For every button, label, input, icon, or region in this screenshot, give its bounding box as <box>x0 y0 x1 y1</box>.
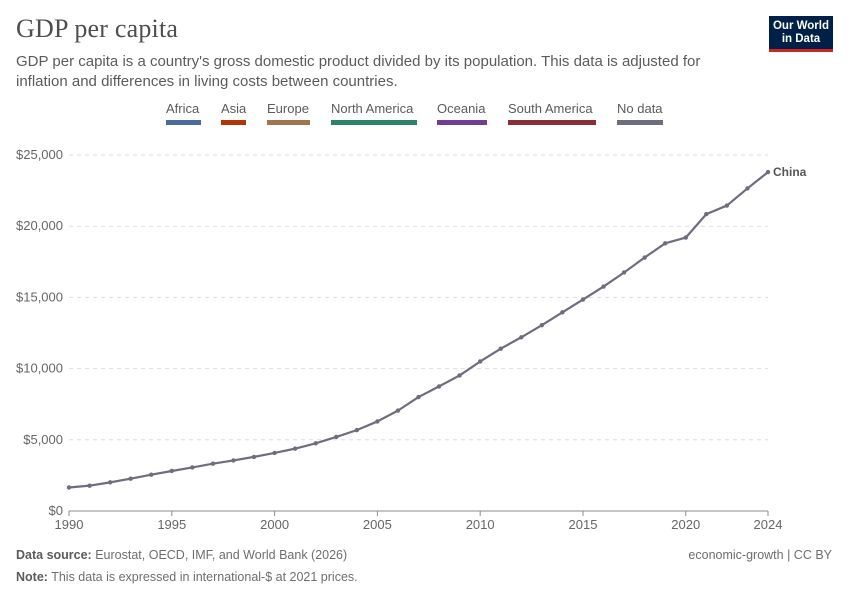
legend-swatch <box>508 120 596 125</box>
data-point <box>704 211 709 217</box>
data-point <box>642 255 647 260</box>
legend-item-south-america[interactable]: South America <box>508 101 596 125</box>
data-point <box>66 485 72 490</box>
data-point <box>395 408 401 413</box>
x-tick-label: 2024 <box>754 517 783 532</box>
legend-item-oceania[interactable]: Oceania <box>437 101 487 125</box>
license-text: economic-growth | CC BY <box>688 548 832 562</box>
series-label: China <box>773 165 807 179</box>
data-point <box>87 483 92 488</box>
data-point <box>149 472 154 477</box>
data-point <box>724 203 730 208</box>
x-tick-label: 2015 <box>569 517 598 532</box>
data-point <box>560 310 565 315</box>
data-point <box>375 419 380 424</box>
data-point <box>765 169 771 175</box>
data-point <box>621 270 627 275</box>
chart-title: GDP per capita <box>16 14 179 43</box>
owid-logo[interactable]: Our World in Data <box>769 16 833 52</box>
x-tick-label: 2000 <box>260 517 289 532</box>
logo-line-2: in Data <box>781 33 821 45</box>
data-point <box>313 441 318 446</box>
data-point <box>107 480 113 485</box>
y-tick-label: $0 <box>49 503 63 518</box>
data-point <box>580 297 586 302</box>
data-point <box>251 454 257 460</box>
legend-swatch <box>221 120 246 125</box>
legend-swatch <box>437 120 487 125</box>
data-point <box>354 427 360 433</box>
data-point <box>683 235 688 240</box>
chart-subtitle: GDP per capita is a country's gross dome… <box>16 53 701 90</box>
data-point <box>416 394 421 400</box>
y-tick-label: $5,000 <box>23 432 63 447</box>
data-point <box>128 476 133 481</box>
y-tick-label: $15,000 <box>16 289 63 304</box>
data-point <box>231 458 236 463</box>
x-tick-label: 2010 <box>466 517 495 532</box>
data-point <box>539 322 545 328</box>
y-tick-label: $20,000 <box>16 218 63 233</box>
data-point <box>334 434 339 440</box>
legend-item-north-america[interactable]: North America <box>331 101 417 125</box>
data-point <box>477 359 483 364</box>
data-point <box>190 465 195 470</box>
note-text: This data is expressed in international-… <box>51 570 358 584</box>
data-point <box>169 468 174 474</box>
legend-item-africa[interactable]: Africa <box>166 101 201 125</box>
legend-label: No data <box>617 101 663 116</box>
x-tick-label: 2020 <box>671 517 700 532</box>
x-tick-label: 1995 <box>157 517 186 532</box>
data-point <box>519 335 524 340</box>
legend-label: South America <box>508 101 593 116</box>
data-point <box>210 461 216 466</box>
data-source: Data source: Eurostat, OECD, IMF, and Wo… <box>16 548 347 562</box>
data-point <box>457 373 462 378</box>
legend-swatch <box>267 120 310 125</box>
legend-item-asia[interactable]: Asia <box>221 101 247 125</box>
line-chart: $0 $5,000 $10,000 $15,000 $20,000 $25,000 1990… <box>16 147 807 532</box>
logo-line-1: Our World <box>772 20 829 32</box>
data-source-text: Eurostat, OECD, IMF, and World Bank (202… <box>95 548 348 562</box>
x-tick-label: 2005 <box>363 517 392 532</box>
data-point <box>498 346 503 351</box>
legend-swatch <box>617 120 663 125</box>
data-point <box>663 241 668 246</box>
legend-label: Asia <box>221 101 247 116</box>
legend-swatch <box>331 120 417 125</box>
legend-label: Oceania <box>437 101 486 116</box>
data-point <box>272 450 277 456</box>
y-tick-label: $10,000 <box>16 361 63 376</box>
legend-label: Africa <box>166 101 200 116</box>
legend-item-no-data[interactable]: No data <box>617 101 663 125</box>
license-link[interactable]: economic-growth | CC BY <box>688 548 832 562</box>
legend-swatch <box>166 120 201 125</box>
legend-label: Europe <box>267 101 309 116</box>
chart-note: Note: This data is expressed in internat… <box>16 570 358 584</box>
data-point <box>601 284 606 289</box>
legend-item-europe[interactable]: Europe <box>267 101 310 125</box>
x-tick-label: 1990 <box>55 517 84 532</box>
data-source-label: Data source: <box>16 548 92 562</box>
legend-label: North America <box>331 101 414 116</box>
data-point <box>292 446 298 451</box>
note-label: Note: <box>16 570 48 584</box>
data-point <box>436 384 442 389</box>
data-point <box>745 186 750 191</box>
y-tick-label: $25,000 <box>16 147 63 162</box>
